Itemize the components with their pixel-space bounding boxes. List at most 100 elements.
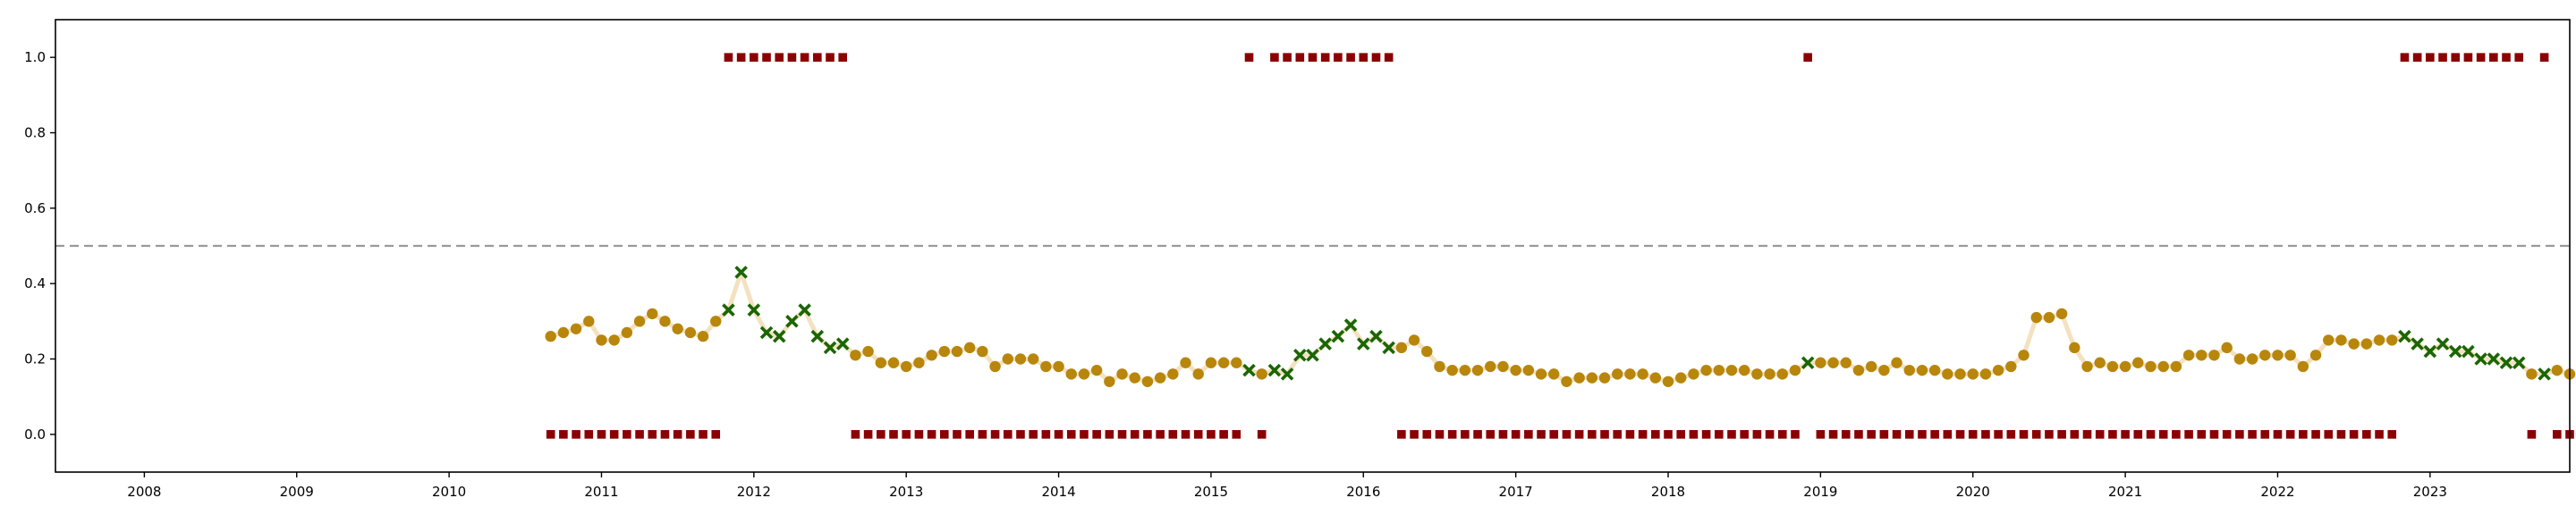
score-point: [2221, 342, 2233, 354]
anomaly-point: [810, 329, 825, 343]
anomaly-point: [1293, 349, 1307, 362]
label-point-positive: [1244, 53, 1254, 62]
label-point-negative: [1968, 430, 1978, 439]
score-point: [1776, 368, 1788, 380]
label-point-negative: [851, 430, 860, 439]
score-point: [1586, 372, 1598, 384]
score-point: [2297, 360, 2309, 373]
score-point: [2360, 338, 2373, 350]
label-point-negative: [1232, 430, 1241, 439]
score-point: [1510, 364, 1521, 376]
score-point: [1865, 360, 1877, 373]
score-point: [2259, 350, 2271, 361]
score-point: [2348, 338, 2360, 350]
score-point: [1612, 368, 1623, 380]
anomaly-cross-stroke: [785, 315, 799, 328]
score-point: [647, 308, 658, 320]
score-point: [1522, 364, 1535, 376]
label-point-negative: [1562, 430, 1572, 439]
y-tick-label: 0.0: [24, 426, 46, 443]
label-point-negative: [2248, 430, 2257, 439]
score-point: [659, 316, 671, 327]
anomaly-cross-stroke: [2499, 356, 2513, 369]
score-point: [2132, 357, 2144, 368]
label-point-negative: [2324, 430, 2334, 439]
score-point: [1065, 368, 1077, 380]
label-point-negative: [2070, 430, 2080, 439]
anomaly-cross-stroke: [835, 337, 850, 350]
x-tick-label: 2022: [2260, 484, 2294, 500]
label-point-positive: [2463, 53, 2473, 62]
score-point: [1459, 364, 1471, 376]
anomaly-cross-stroke: [759, 325, 774, 340]
anomaly-point: [1343, 318, 1358, 332]
score-point: [2055, 308, 2068, 320]
score-point: [862, 345, 874, 358]
label-point-negative: [2209, 430, 2219, 439]
x-tick-label: 2012: [737, 484, 771, 500]
label-point-negative: [1143, 430, 1152, 439]
anomaly-point: [1306, 349, 1319, 362]
label-point-negative: [2108, 430, 2117, 439]
label-point-negative: [1486, 430, 1496, 439]
label-point-positive: [2476, 53, 2486, 62]
label-point-negative: [1689, 430, 1699, 439]
label-point-negative: [1193, 430, 1203, 439]
anomaly-point: [835, 337, 850, 350]
label-point-negative: [1625, 430, 1635, 439]
label-point-negative: [1003, 430, 1013, 439]
score-point: [1217, 357, 1230, 368]
anomaly-cross-stroke: [1382, 341, 1395, 355]
anomaly-point: [1357, 337, 1370, 350]
label-point-negative: [1841, 430, 1851, 439]
label-point-negative: [1156, 430, 1165, 439]
label-point-negative: [1892, 430, 1902, 439]
anomaly-point: [2512, 356, 2526, 369]
score-point: [672, 323, 683, 334]
score-point: [2526, 368, 2538, 380]
label-point-negative: [2362, 430, 2371, 439]
score-point: [2246, 353, 2258, 365]
score-point: [1738, 364, 1750, 376]
score-point: [2094, 357, 2106, 368]
anomaly-cross-stroke: [2474, 352, 2487, 366]
score-point: [608, 334, 620, 346]
anomaly-cross-stroke: [1331, 329, 1345, 343]
label-point-positive: [2539, 53, 2549, 62]
x-tick-label: 2019: [1803, 484, 1837, 500]
label-point-negative: [2121, 430, 2130, 439]
label-point-positive: [1803, 53, 1812, 62]
x-tick-label: 2014: [1041, 484, 1075, 500]
label-point-negative: [597, 430, 606, 439]
score-point: [1815, 357, 1826, 368]
label-point-negative: [584, 430, 594, 439]
label-point-negative: [1041, 430, 1051, 439]
label-point-negative: [2045, 430, 2054, 439]
x-tick-label: 2011: [584, 484, 618, 500]
score-point: [2170, 360, 2182, 373]
label-point-negative: [1117, 430, 1127, 439]
label-point-positive: [1295, 53, 1305, 62]
score-point: [1852, 364, 1865, 376]
x-tick-label: 2020: [1956, 484, 1990, 500]
score-point: [1827, 357, 1839, 368]
label-point-negative: [2273, 430, 2283, 439]
label-point-negative: [1447, 430, 1457, 439]
label-point-negative: [1613, 430, 1623, 439]
score-point: [1649, 372, 1662, 384]
label-point-negative: [965, 430, 974, 439]
label-point-negative: [1207, 430, 1216, 439]
label-point-positive: [1371, 53, 1381, 62]
label-point-positive: [762, 53, 771, 62]
score-point: [1192, 368, 1204, 380]
score-point: [887, 357, 900, 368]
score-point: [2309, 350, 2322, 361]
label-point-negative: [2197, 430, 2207, 439]
label-point-negative: [2006, 430, 2016, 439]
anomaly-cross-stroke: [1318, 337, 1332, 350]
label-point-negative: [1498, 430, 1508, 439]
label-point-negative: [1904, 430, 1914, 439]
label-point-negative: [609, 430, 619, 439]
anomaly-point: [1369, 329, 1383, 343]
score-point: [900, 360, 912, 373]
